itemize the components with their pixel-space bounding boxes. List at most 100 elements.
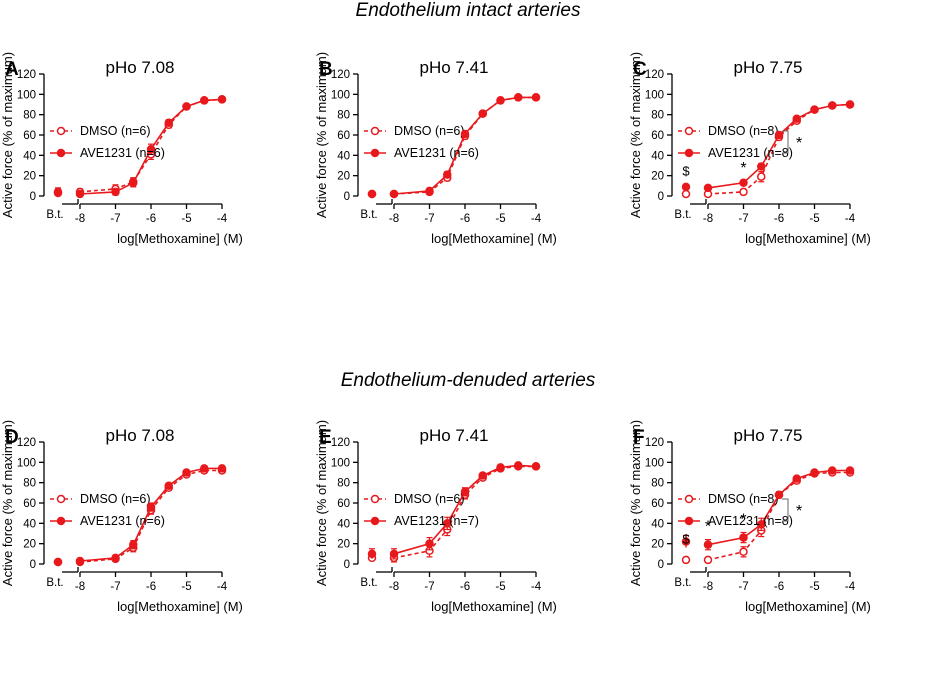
- data-point-ave1231: [810, 105, 819, 114]
- legend-marker: [370, 148, 380, 158]
- y-axis-label: Active force (% of maximum): [314, 52, 329, 218]
- x-tick-label: -7: [424, 213, 434, 225]
- significance-star: *: [796, 135, 802, 152]
- significance-dollar: $: [682, 164, 690, 179]
- data-point-ave1231: [146, 502, 156, 512]
- data-point-ave1231: [443, 170, 452, 179]
- legend-label: DMSO (n=6): [394, 492, 465, 506]
- data-point-ave1231: [478, 471, 487, 480]
- y-tick-label: 0: [658, 559, 664, 571]
- legend-marker: [56, 126, 66, 136]
- y-tick-label: 60: [23, 130, 36, 142]
- x-tick-label: -4: [531, 581, 542, 593]
- significance-star: *: [705, 519, 711, 536]
- data-point-ave1231: [200, 464, 209, 473]
- panel-title: pHo 7.41: [420, 58, 489, 77]
- y-axis-label: Active force (% of maximum): [314, 420, 329, 586]
- y-tick-label: 100: [331, 89, 350, 101]
- x-tick-label: -6: [774, 213, 784, 225]
- data-point-ave1231: [703, 540, 713, 549]
- panel-letter: A: [5, 59, 19, 80]
- data-point-ave1231: [425, 539, 434, 548]
- data-point-ave1231: [810, 468, 819, 477]
- legend-marker: [56, 516, 66, 526]
- data-point-ave1231: [129, 540, 138, 549]
- x-axis-label: log[Methoxamine] (M): [117, 231, 243, 246]
- x-baseline-label: B.t.: [674, 577, 691, 589]
- y-tick-label: 20: [337, 539, 350, 551]
- y-tick-label: 0: [658, 191, 664, 203]
- legend-significance-bracket: [782, 498, 789, 522]
- baseline-point-ave1231: [681, 182, 691, 192]
- x-baseline-label: B.t.: [46, 577, 63, 589]
- significance-dollar: $: [682, 532, 690, 547]
- y-tick-label: 120: [645, 437, 664, 449]
- y-tick-label: 60: [337, 130, 350, 142]
- legend-significance-bracket: [782, 130, 789, 154]
- panel-title: pHo 7.08: [106, 426, 175, 445]
- data-point-ave1231: [200, 96, 209, 105]
- x-baseline-label: B.t.: [46, 209, 63, 221]
- x-axis-label: log[Methoxamine] (M): [745, 599, 871, 614]
- x-tick-label: -4: [845, 581, 856, 593]
- significance-star: *: [740, 511, 746, 528]
- x-tick-label: -8: [389, 213, 399, 225]
- data-point-ave1231: [531, 93, 541, 102]
- x-tick-label: -4: [531, 213, 542, 225]
- y-tick-label: 20: [337, 171, 350, 183]
- y-tick-label: 100: [331, 457, 350, 469]
- x-tick-label: -6: [460, 581, 470, 593]
- legend-marker: [684, 148, 694, 158]
- legend-label: DMSO (n=8): [708, 492, 779, 506]
- data-point-ave1231: [164, 481, 173, 490]
- data-point-ave1231: [217, 464, 227, 473]
- panel-letter: D: [5, 427, 19, 448]
- section-title-denuded: Endothelium-denuded arteries: [341, 370, 596, 391]
- y-tick-label: 80: [337, 110, 350, 122]
- data-point-dmso: [757, 172, 766, 181]
- data-point-ave1231: [757, 520, 766, 529]
- data-point-ave1231: [845, 466, 855, 475]
- panel-letter: C: [633, 59, 647, 80]
- baseline-point-ave1231: [681, 537, 691, 546]
- y-tick-label: 80: [337, 478, 350, 490]
- baseline-point-ave1231: [53, 557, 63, 567]
- x-tick-label: -6: [774, 581, 784, 593]
- legend-marker: [56, 494, 66, 504]
- baseline-point-ave1231: [367, 189, 377, 199]
- x-tick-label: -5: [181, 581, 191, 593]
- legend-marker: [370, 516, 380, 526]
- y-tick-label: 40: [23, 150, 36, 162]
- baseline-point-ave1231: [53, 188, 63, 198]
- panel-letter: B: [319, 59, 333, 80]
- y-tick-label: 80: [651, 478, 664, 490]
- legend-marker: [684, 126, 694, 136]
- data-point-ave1231: [182, 468, 191, 477]
- y-tick-label: 0: [30, 191, 36, 203]
- legend-label: AVE1231 (n=8): [708, 514, 793, 528]
- legend-label: DMSO (n=6): [80, 492, 151, 506]
- x-tick-label: -7: [110, 581, 120, 593]
- legend-marker: [370, 494, 380, 504]
- data-point-dmso: [703, 555, 713, 565]
- series-line-dmso: [393, 465, 536, 559]
- x-tick-label: -7: [738, 213, 748, 225]
- x-tick-label: -5: [495, 213, 505, 225]
- y-tick-label: 100: [645, 457, 664, 469]
- data-point-ave1231: [514, 93, 523, 102]
- data-point-ave1231: [443, 519, 452, 528]
- legend-label: DMSO (n=6): [394, 124, 465, 138]
- y-tick-label: 40: [337, 150, 350, 162]
- y-tick-label: 120: [331, 437, 350, 449]
- x-baseline-label: B.t.: [360, 209, 377, 221]
- y-tick-label: 100: [645, 89, 664, 101]
- panel-title: pHo 7.08: [106, 58, 175, 77]
- data-point-ave1231: [531, 462, 541, 471]
- section-title-intact: Endothelium intact arteries: [356, 0, 581, 21]
- x-tick-label: -8: [75, 213, 85, 225]
- legend-label: AVE1231 (n=6): [80, 146, 165, 160]
